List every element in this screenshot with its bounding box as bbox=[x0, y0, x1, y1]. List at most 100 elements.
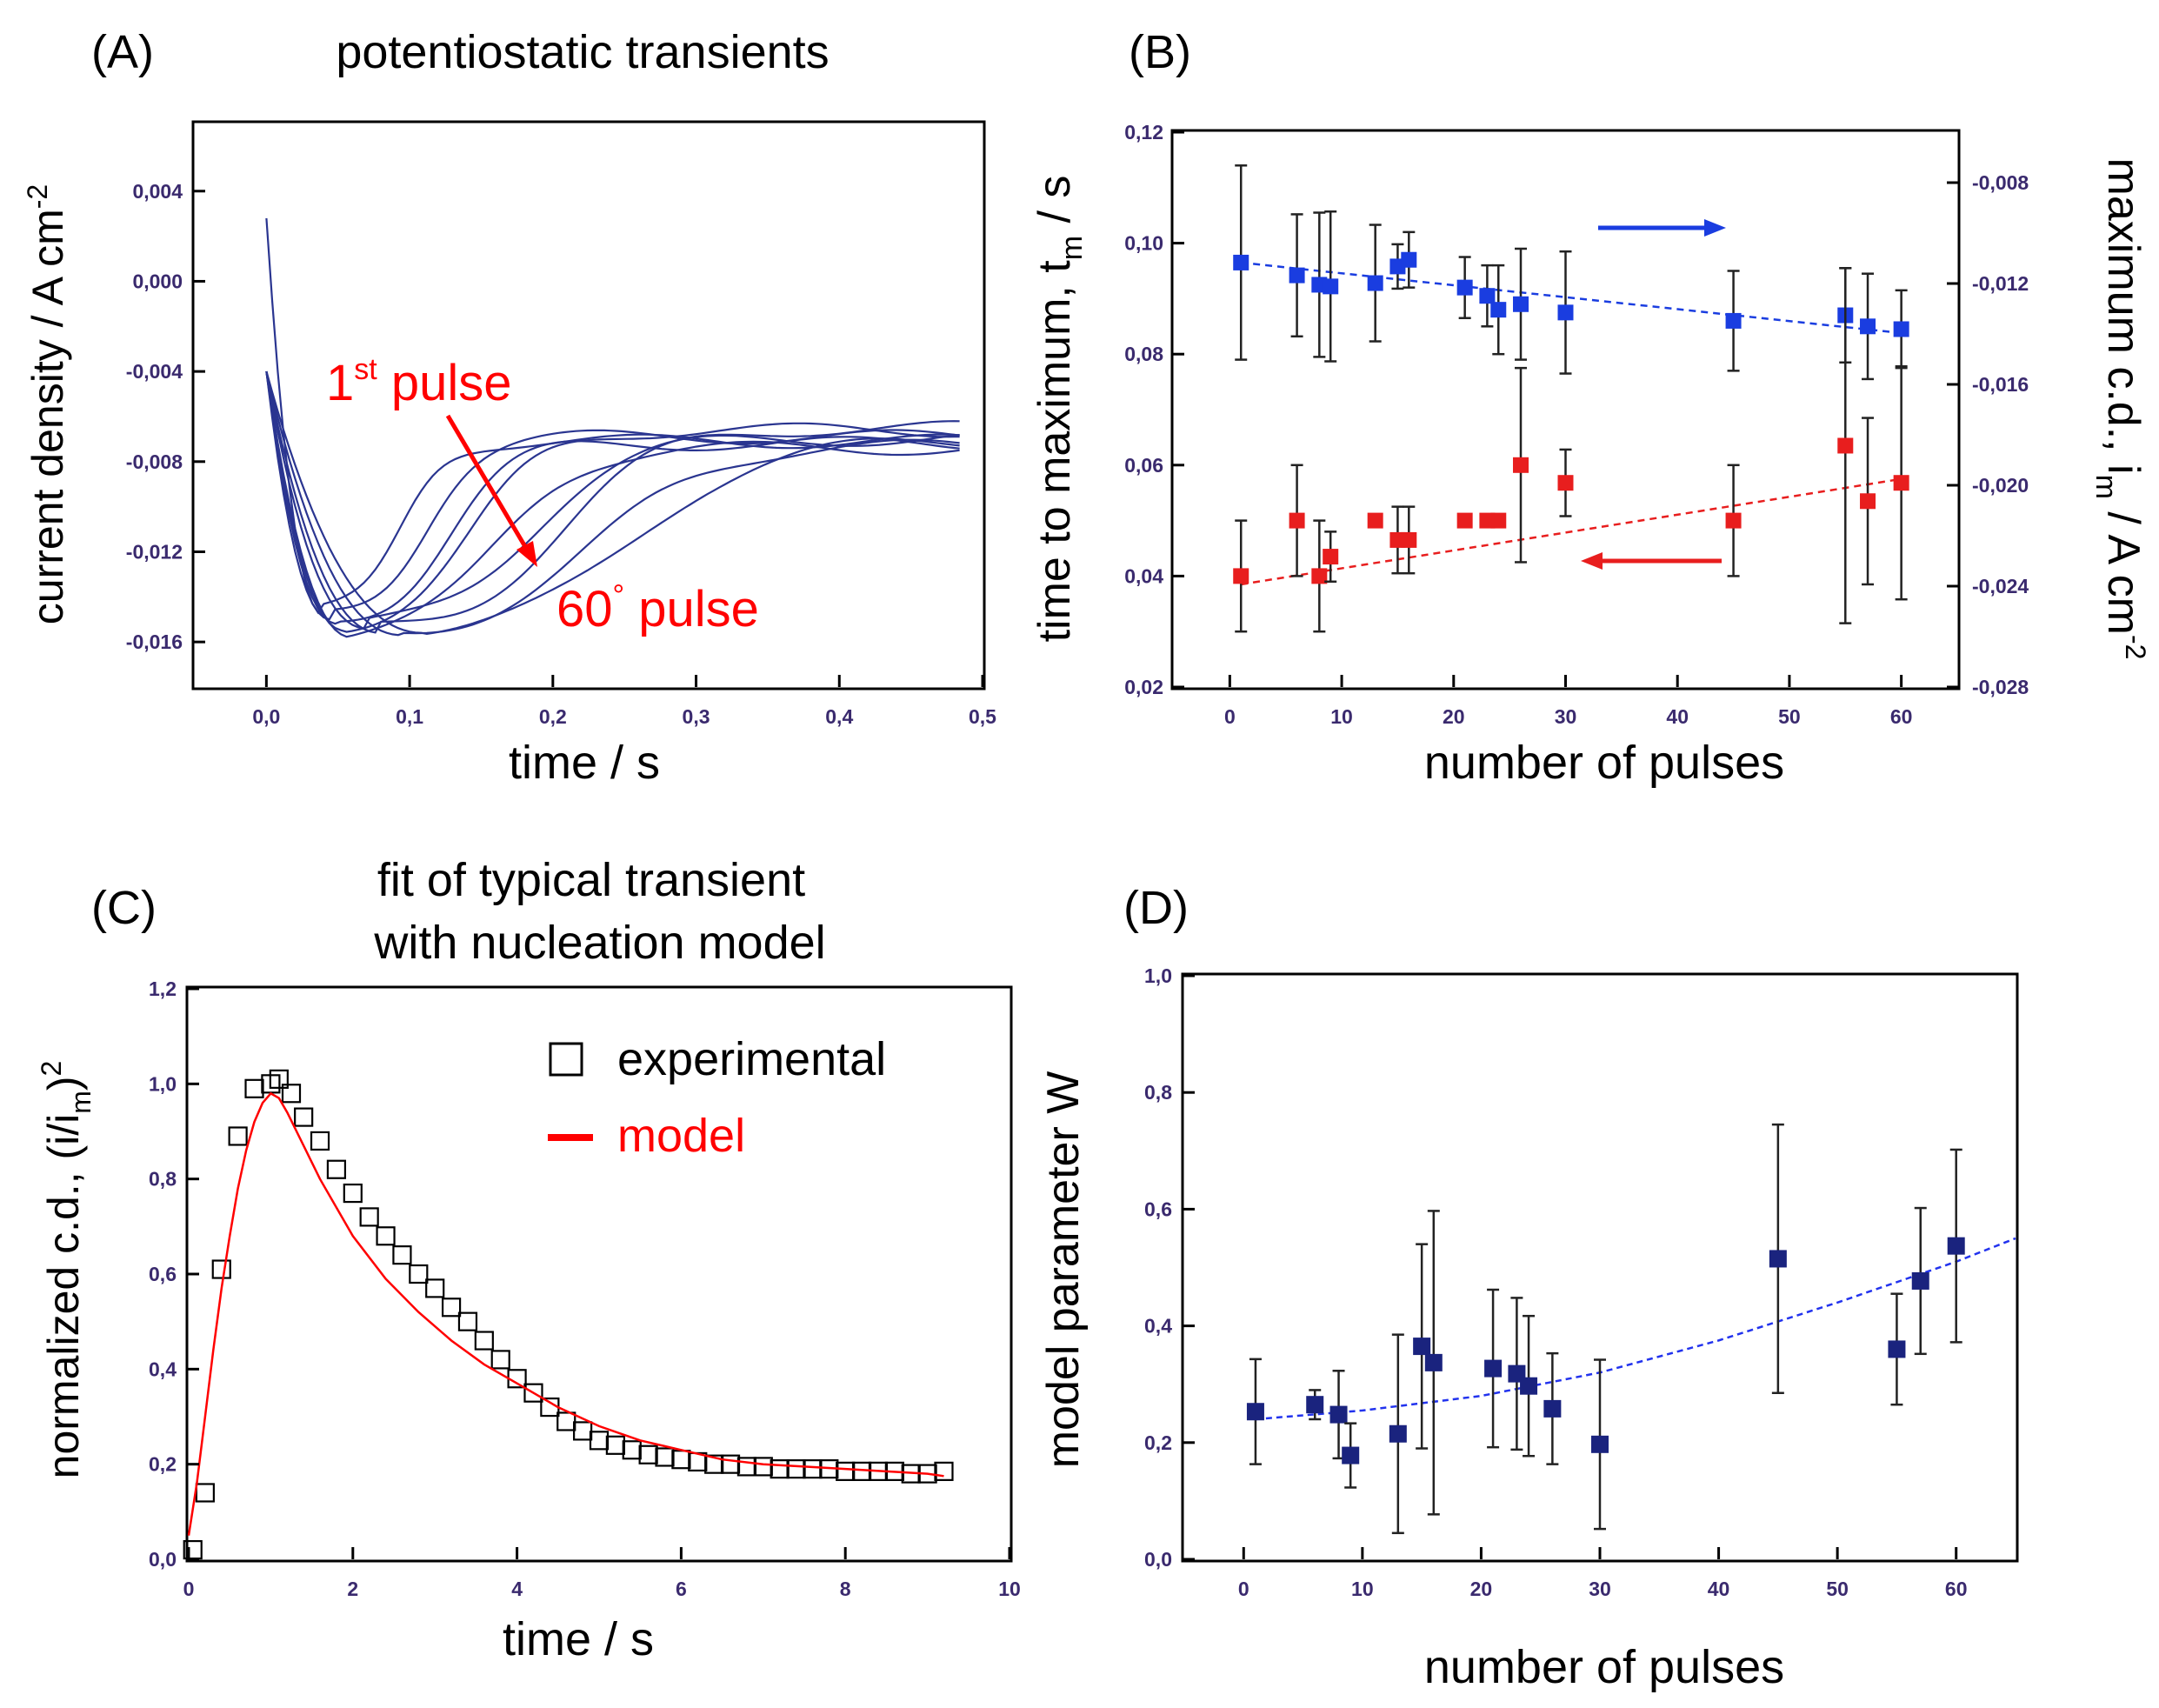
panel-a-title: potentiostatic transients bbox=[336, 26, 829, 78]
panel-c-experimental-point bbox=[720, 1454, 741, 1474]
panel-b-red-data-point bbox=[1860, 493, 1876, 510]
panel-b-blue-data-point bbox=[1456, 279, 1473, 296]
panel-a-last-num: 60 bbox=[556, 581, 613, 637]
panel-b-left-y-tick-label: 0,10 bbox=[1124, 232, 1163, 255]
svg-text:normalized c.d., (i/im)2: normalized c.d., (i/im)2 bbox=[36, 1061, 97, 1479]
panel-b-red-data-point bbox=[1557, 475, 1574, 491]
panel-d-x-tick-label: 0 bbox=[1238, 1578, 1249, 1600]
panel-c-experimental-point bbox=[281, 1084, 302, 1104]
panel-a-first-num: 1 bbox=[326, 355, 354, 411]
panel-a-y-tick-label: 0,000 bbox=[132, 270, 183, 292]
panel-b-plot-area bbox=[1233, 164, 1909, 633]
panel-d-y-tick-label: 0,8 bbox=[1144, 1081, 1172, 1104]
panel-d-data-point bbox=[1484, 1359, 1503, 1378]
panel-c-experimental-point bbox=[556, 1411, 576, 1431]
panel-a-x-axis-label: time / s bbox=[509, 737, 660, 789]
panel-c-experimental-point bbox=[622, 1440, 642, 1460]
panel-d-data-point bbox=[1591, 1435, 1609, 1453]
panel-b-red-arrow bbox=[1581, 552, 1722, 570]
panel-a-label: (A) bbox=[91, 26, 154, 78]
panel-c-title-line2: with nucleation model bbox=[373, 917, 825, 969]
panel-c-experimental-point bbox=[573, 1421, 593, 1441]
panel-b-left-y-ticks: 0,02 0,04 0,06 0,08 0,10 0,12 bbox=[1124, 121, 1184, 698]
panel-b-right-y-tick-label: -0,020 bbox=[1972, 474, 2029, 497]
panel-d-data-point bbox=[1306, 1396, 1324, 1414]
panel-d-data-point bbox=[1911, 1271, 1929, 1290]
panel-b-right-y-tick-label: -0,024 bbox=[1972, 575, 2029, 597]
panel-b-x-axis-label: number of pulses bbox=[1424, 737, 1784, 789]
panel-d-data-point bbox=[1246, 1403, 1264, 1421]
panel-a-transient-line bbox=[265, 370, 960, 625]
panel-c-experimental-point bbox=[638, 1444, 658, 1464]
panel-b-right-y-axis-label: maximum c.d., im / A cm-2 bbox=[2089, 158, 2151, 660]
svg-text:current density / A cm-2: current density / A cm-2 bbox=[22, 184, 72, 624]
panel-b-red-data-point bbox=[1323, 549, 1339, 565]
panel-c-experimental-point bbox=[343, 1183, 363, 1204]
panel-c-experimental-point bbox=[392, 1245, 412, 1265]
panel-a-last-sup: ° bbox=[613, 579, 625, 612]
panel-a-x-tick-label: 0,4 bbox=[825, 705, 853, 728]
panel-b-blue-data-point bbox=[1893, 321, 1909, 337]
panel-d-y-tick-label: 0,6 bbox=[1144, 1198, 1172, 1220]
panel-b-blue-arrow bbox=[1598, 219, 1726, 237]
panel-d-fit-line bbox=[1255, 1237, 2016, 1421]
panel-b-red-data-point bbox=[1490, 512, 1507, 529]
panel-b-blue-data-point bbox=[1513, 296, 1529, 312]
panel-c-experimental-point bbox=[269, 1069, 289, 1089]
panel-b-x-tick-label: 20 bbox=[1443, 705, 1465, 728]
panel-b-red-data-point bbox=[1289, 512, 1305, 529]
panel-d-y-tick-label: 0,0 bbox=[1144, 1548, 1172, 1571]
panel-b-x-tick-label: 60 bbox=[1890, 705, 1913, 728]
panel-b-blue-data-point bbox=[1490, 302, 1507, 318]
panel-a-y-axis-label: current density / A cm-2 bbox=[22, 184, 72, 624]
panel-b-x-tick-label: 30 bbox=[1555, 705, 1577, 728]
panel-c-experimental-point bbox=[786, 1459, 806, 1479]
panel-c-model-line bbox=[187, 1091, 944, 1536]
legend-model-label: model bbox=[617, 1110, 745, 1162]
panel-b-right-y-ticks: -0,008 -0,012 -0,016 -0,020 -0,024 -0,028 bbox=[1947, 171, 2029, 698]
panel-d: (D) 0 10 20 30 40 50 60 0,0 0,2 0,4 0,6 0,8 1,0 num… bbox=[1038, 882, 2019, 1693]
panel-c-x-tick-label: 0 bbox=[183, 1578, 195, 1600]
panel-b-left-y-tick-label: 0,04 bbox=[1124, 564, 1163, 587]
panel-a-annotation-last: 60° pulse bbox=[556, 579, 759, 637]
panel-c-experimental-point bbox=[409, 1264, 429, 1284]
panel-d-label: (D) bbox=[1123, 882, 1189, 934]
panel-c-experimental-point bbox=[803, 1459, 823, 1479]
panel-c-experimental-point bbox=[836, 1461, 856, 1481]
panel-d-data-point bbox=[1342, 1446, 1360, 1464]
panel-a-first-sup: st bbox=[354, 353, 377, 386]
panel-c-experimental-point bbox=[523, 1383, 543, 1403]
panel-b-x-tick-label: 0 bbox=[1224, 705, 1236, 728]
panel-c-x-tick-label: 4 bbox=[511, 1578, 523, 1600]
panel-b-right-y-tick-label: -0,012 bbox=[1972, 272, 2029, 295]
panel-c-y-tick-label: 0,8 bbox=[149, 1168, 177, 1191]
panel-b-right-y-tick-label: -0,028 bbox=[1972, 676, 2029, 698]
panel-c-experimental-point bbox=[425, 1278, 445, 1298]
legend-experimental-marker bbox=[549, 1042, 583, 1077]
panel-a-transient-line bbox=[265, 370, 960, 637]
panel-c-y-main: normalized c.d., (i/i bbox=[39, 1114, 88, 1479]
panel-a-x-tick-label: 0,1 bbox=[396, 705, 423, 728]
panel-a-y-tick-label: 0,004 bbox=[132, 180, 183, 203]
panel-b-red-data-point bbox=[1311, 568, 1328, 584]
panel-a-y-ticks: 0,004 0,000 -0,004 -0,008 -0,012 -0,016 bbox=[126, 180, 205, 653]
panel-b-right-y-sup: -2 bbox=[2120, 635, 2151, 659]
panel-c-title-line1: fit of typical transient bbox=[377, 854, 805, 906]
panel-d-data-point bbox=[1389, 1424, 1407, 1443]
panel-b-blue-data-point bbox=[1401, 251, 1417, 268]
panel-d-data-point bbox=[1543, 1399, 1562, 1418]
panel-c-experimental-point bbox=[228, 1126, 248, 1146]
panel-b-blue-fit-line bbox=[1241, 261, 1902, 335]
panel-d-data-point bbox=[1413, 1338, 1431, 1356]
panel-c-x-tick-label: 6 bbox=[676, 1578, 687, 1600]
panel-b-red-data-point bbox=[1401, 531, 1417, 548]
panel-b-blue-data-point bbox=[1479, 288, 1496, 304]
panel-d-x-tick-label: 50 bbox=[1826, 1578, 1849, 1600]
panel-b-plot-frame bbox=[1170, 129, 1961, 691]
panel-a-y-label-sup: -2 bbox=[22, 184, 53, 209]
panel-c-y-tick-label: 0,0 bbox=[149, 1548, 177, 1571]
panel-c-experimental-point bbox=[704, 1454, 724, 1474]
svg-text:time to maximum, tm / s: time to maximum, tm / s bbox=[1030, 176, 1089, 643]
panel-a-y-tick-label: -0,016 bbox=[126, 630, 183, 653]
panel-d-data-point bbox=[1329, 1405, 1348, 1424]
